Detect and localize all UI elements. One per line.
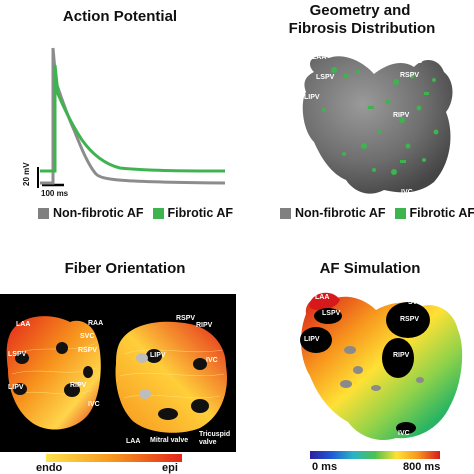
time-scale-label: 100 ms [41,189,69,198]
geometry-atria-render [302,56,453,194]
fiber-scale-max: epi [162,462,178,474]
voltage-scale-label: 20 mV [22,162,31,186]
sim-label-ivc: IVC [398,430,410,437]
fiber-orientation-render [0,294,236,452]
fibrotic-ap-trace [40,64,226,173]
legend-label-non-fibrotic-2: Non-fibrotic AF [295,206,386,220]
sim-label-svc: SVC [408,299,423,306]
fiber-label-ivc-2: IVC [206,357,218,364]
fiber-label-mitral-valve: Mitral valve [150,437,189,444]
geo-label-laa: LAA [312,54,327,61]
legend-swatch-fibrotic-2 [394,207,406,219]
geo-label-rspv: RSPV [400,72,420,79]
legend-label-fibrotic-2: Fibrotic AF [409,206,474,220]
fiber-label-ivc: IVC [88,401,100,408]
fiber-scale-min: endo [36,462,63,474]
legend-swatch-fibrotic [152,207,164,219]
geometry-title-line2: Fibrosis Distribution [288,20,436,37]
fiber-label-tricuspid-valve: Tricuspid valve [199,431,231,446]
fiber-label-laa-2: LAA [126,438,141,445]
sim-label-ripv: RIPV [393,352,410,359]
simulation-title: AF Simulation [319,260,421,277]
geometry-legend: Non-fibrotic AF Fibrotic AF [280,206,474,220]
fiber-label-svc: SVC [80,333,95,340]
fiber-label-lspv: LSPV [8,351,27,358]
fiber-label-laa: LAA [16,321,31,328]
legend-label-non-fibrotic: Non-fibrotic AF [53,206,144,220]
action-potential-title: Action Potential [62,8,178,25]
legend-swatch-non-fibrotic [38,207,49,219]
sim-label-lspv: LSPV [322,310,341,317]
action-potential-plot [37,47,226,188]
af-simulation-render [300,292,463,441]
simulation-colorbar [310,451,440,459]
geo-label-svc: SVC [408,58,423,65]
action-potential-legend: Non-fibrotic AF Fibrotic AF [38,206,233,220]
non-fibrotic-ap-trace [40,47,226,185]
sim-label-lipv: LIPV [304,336,320,343]
sim-label-rspv: RSPV [400,316,420,323]
simulation-scale-max: 800 ms [403,461,441,473]
geometry-title-line1: Geometry and [309,2,411,19]
fiber-label-rspv-2: RSPV [176,315,196,322]
fiber-colorbar [46,454,182,462]
fiber-label-ripv: RIPV [70,382,87,389]
geo-label-ripv: RIPV [393,112,410,119]
fiber-label-lipv: LIPV [8,384,24,391]
sim-label-laa: LAA [315,294,330,301]
geo-label-ivc: IVC [401,189,413,196]
fiber-label-raa: RAA [88,320,104,327]
legend-label-fibrotic: Fibrotic AF [167,206,234,220]
fiber-label-ripv-2: RIPV [196,322,213,329]
fiber-label-lipv-2: LIPV [150,352,166,359]
legend-swatch-non-fibrotic-2 [280,207,291,219]
geo-label-lipv: LIPV [304,94,320,101]
simulation-scale-min: 0 ms [312,461,338,473]
geo-label-lspv: LSPV [316,74,335,81]
fiber-label-rspv: RSPV [78,347,98,354]
fiber-title: Fiber Orientation [64,260,186,277]
